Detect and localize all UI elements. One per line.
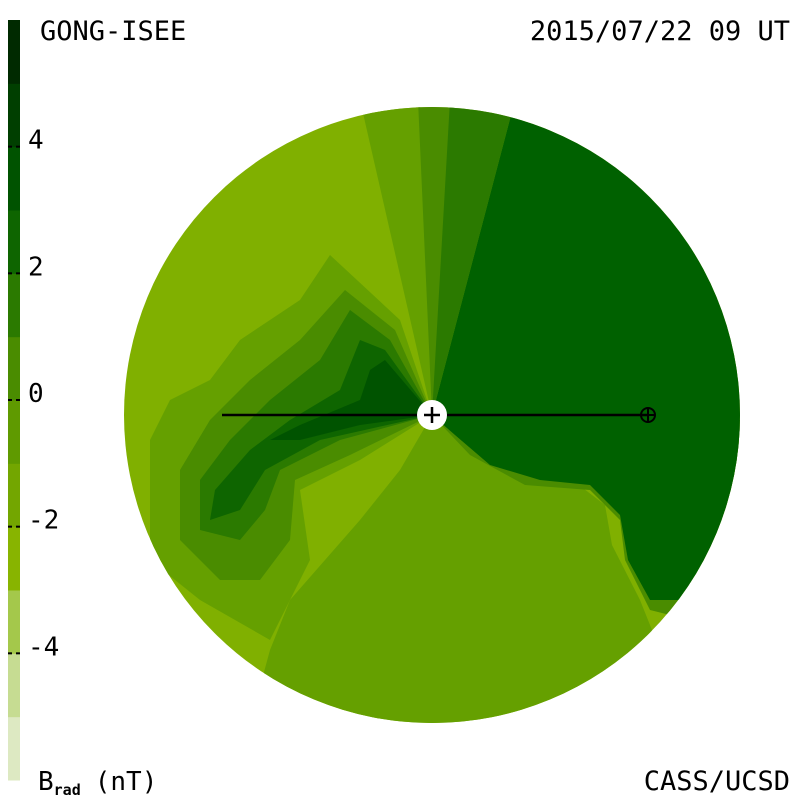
colorbar-band xyxy=(8,716,20,781)
colorbar-band xyxy=(8,590,20,654)
colorbar-tick-label: -2 xyxy=(28,506,59,536)
colorbar-band xyxy=(8,653,20,718)
colorbar-band xyxy=(8,210,20,274)
credit: CASS/UCSD xyxy=(644,766,790,797)
colorbar-band xyxy=(8,83,20,148)
colorbar-tick-label: 2 xyxy=(28,252,44,282)
colorbar: 4 2 0 -2 -4 xyxy=(8,20,59,781)
colorbar-tick-label: 4 xyxy=(28,126,44,156)
region xyxy=(360,107,432,415)
colorbar-tick-label: 0 xyxy=(28,379,44,409)
sun-marker xyxy=(424,407,440,423)
region xyxy=(240,415,660,723)
colorbar-band xyxy=(8,273,20,338)
region xyxy=(270,360,432,440)
colorbar-band xyxy=(8,20,20,84)
colorbar-band xyxy=(8,400,20,464)
colorbar-label: Brad (nT) xyxy=(38,767,157,799)
colorbar-band xyxy=(8,336,20,401)
disk xyxy=(124,107,740,723)
colorbar-band xyxy=(8,526,20,591)
colorbar-band xyxy=(8,463,20,528)
date: 2015/07/22 09 UT xyxy=(530,16,790,47)
colorbar-band xyxy=(8,146,20,211)
earth-marker xyxy=(641,408,655,422)
title: GONG-ISEE xyxy=(40,16,186,47)
colorbar-tick-label: -4 xyxy=(28,632,59,662)
